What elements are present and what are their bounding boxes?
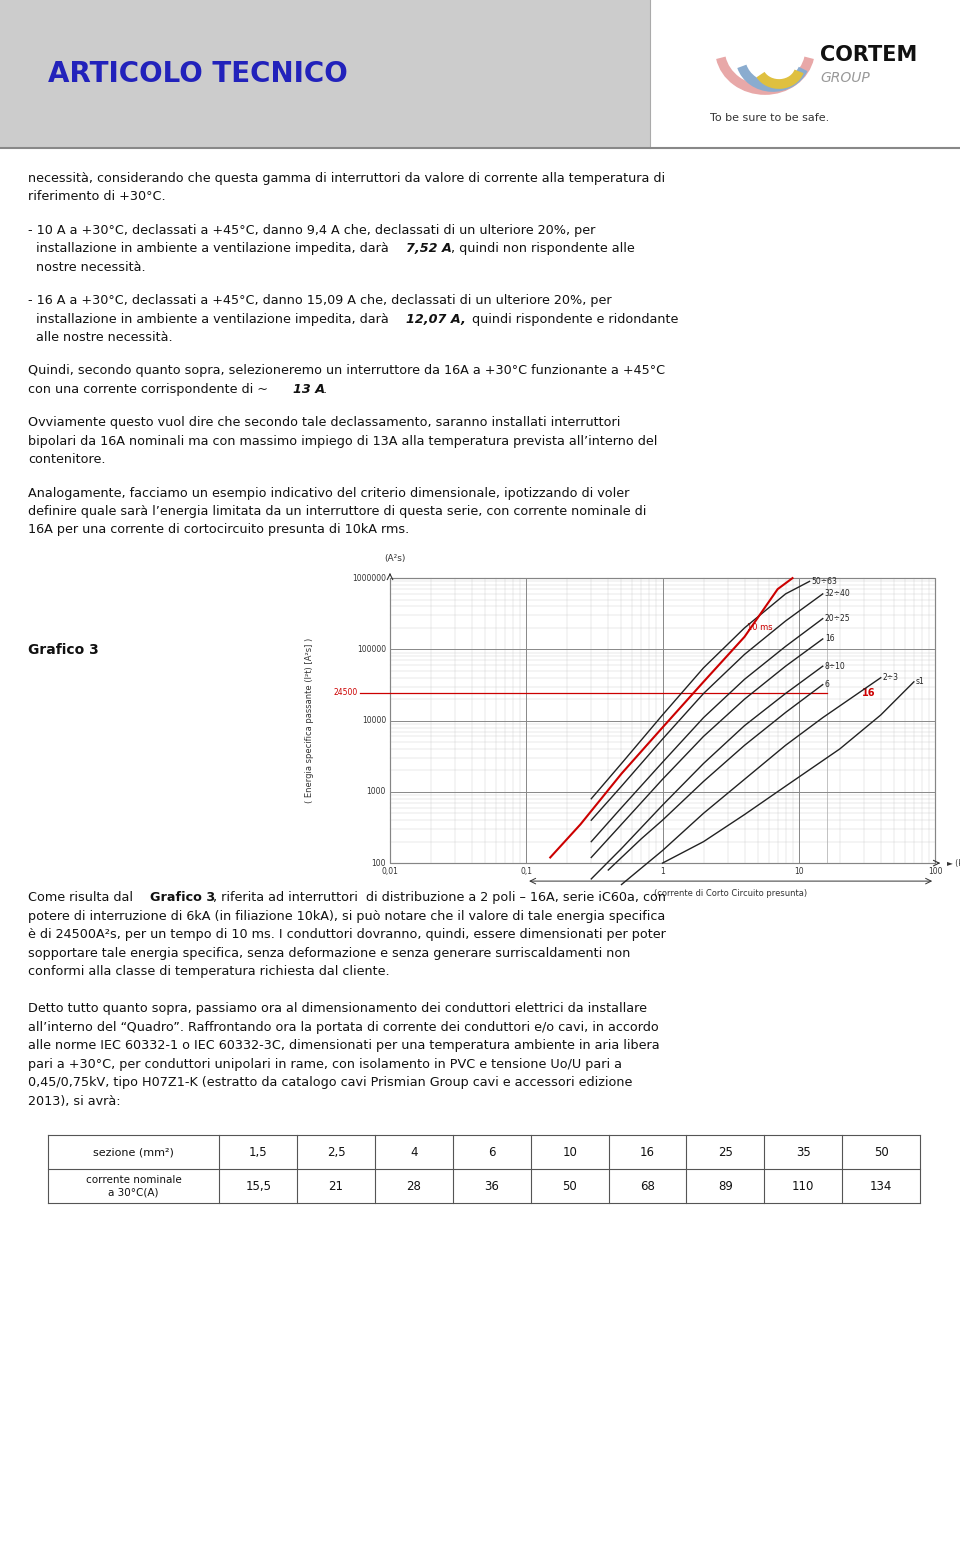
Text: 32÷40: 32÷40 [825,589,851,599]
Text: (corrente di Corto Circuito presunta): (corrente di Corto Circuito presunta) [654,889,807,898]
Text: 25: 25 [718,1146,732,1159]
Text: , riferita ad interruttori  di distribuzione a 2 poli – 16A, serie iC60a, con: , riferita ad interruttori di distribuzi… [213,892,666,904]
Text: alle nostre necessità.: alle nostre necessità. [28,332,173,344]
Text: 2,5: 2,5 [326,1146,346,1159]
Text: sopportare tale energia specifica, senza deformazione e senza generare surriscal: sopportare tale energia specifica, senza… [28,946,631,960]
Text: Grafico 3: Grafico 3 [28,643,99,657]
Text: bipolari da 16A nominali ma con massimo impiego di 13A alla temperatura prevista: bipolari da 16A nominali ma con massimo … [28,435,658,447]
Text: 2013), si avrà:: 2013), si avrà: [28,1094,121,1108]
Text: 24500: 24500 [334,688,358,697]
Text: , quindi non rispondente alle: , quindi non rispondente alle [451,242,635,255]
Text: corrente nominale
a 30°C(A): corrente nominale a 30°C(A) [85,1174,181,1197]
Text: 6: 6 [825,680,829,690]
Text: - 16 A a +30°C, declassati a +45°C, danno 15,09 A che, declassati di un ulterior: - 16 A a +30°C, declassati a +45°C, dann… [28,295,612,307]
Text: Ovviamente questo vuol dire che secondo tale declassamento, saranno installati i: Ovviamente questo vuol dire che secondo … [28,417,620,429]
Text: ( Energia specifica passante (I²t) [A²s] ): ( Energia specifica passante (I²t) [A²s]… [305,637,315,804]
Text: 100000: 100000 [357,645,386,654]
Text: installazione in ambiente a ventilazione impedita, darà: installazione in ambiente a ventilazione… [28,242,393,255]
Text: (A²s): (A²s) [384,554,406,563]
Text: Analogamente, facciamo un esempio indicativo del criterio dimensionale, ipotizza: Analogamente, facciamo un esempio indica… [28,486,630,500]
Text: 1000000: 1000000 [352,574,386,583]
Text: 110: 110 [792,1180,814,1193]
Text: 68: 68 [640,1180,655,1193]
Text: 16: 16 [861,688,876,697]
Text: 10: 10 [563,1146,577,1159]
Text: 4: 4 [410,1146,418,1159]
Text: Grafico 3: Grafico 3 [150,892,215,904]
Text: 134: 134 [870,1180,892,1193]
Text: alle norme IEC 60332-1 o IEC 60332-3C, dimensionati per una temperatura ambiente: alle norme IEC 60332-1 o IEC 60332-3C, d… [28,1038,660,1052]
Text: 0,1: 0,1 [520,867,532,876]
Text: 16: 16 [825,634,834,643]
Text: 1,5: 1,5 [249,1146,268,1159]
Text: 10000: 10000 [362,716,386,725]
Text: sezione (mm²): sezione (mm²) [93,1148,174,1157]
Text: 36: 36 [485,1180,499,1193]
Text: 50: 50 [874,1146,888,1159]
Text: 15,5: 15,5 [245,1180,272,1193]
Text: GROUP: GROUP [820,71,870,85]
Text: 100: 100 [372,858,386,867]
Text: 28: 28 [406,1180,421,1193]
Text: 6: 6 [488,1146,495,1159]
Text: ► (kA rms): ► (kA rms) [947,858,960,867]
Text: 1000: 1000 [367,787,386,796]
Text: Detto tutto quanto sopra, passiamo ora al dimensionamento dei conduttori elettri: Detto tutto quanto sopra, passiamo ora a… [28,1001,647,1015]
Text: 10: 10 [794,867,804,876]
Text: 50÷63: 50÷63 [811,577,837,586]
Text: To be sure to be safe.: To be sure to be safe. [710,113,829,123]
Text: con una corrente corrispondente di ~: con una corrente corrispondente di ~ [28,383,272,397]
Text: 0,45/0,75kV, tipo H07Z1-K (estratto da catalogo cavi Prismian Group cavi e acces: 0,45/0,75kV, tipo H07Z1-K (estratto da c… [28,1075,633,1089]
Text: necessità, considerando che questa gamma di interruttori da valore di corrente a: necessità, considerando che questa gamma… [28,171,665,185]
Text: 7,52 A: 7,52 A [406,242,452,255]
Text: ARTICOLO TECNICO: ARTICOLO TECNICO [48,60,348,88]
Text: .: . [323,383,327,397]
Text: 8÷10: 8÷10 [825,662,846,671]
FancyBboxPatch shape [390,579,935,863]
Text: pari a +30°C, per conduttori unipolari in rame, con isolamento in PVC e tensione: pari a +30°C, per conduttori unipolari i… [28,1057,622,1071]
Text: 16: 16 [640,1146,655,1159]
Text: 35: 35 [796,1146,810,1159]
Text: 21: 21 [328,1180,344,1193]
Text: 1: 1 [660,867,665,876]
Text: contenitore.: contenitore. [28,454,106,466]
Text: installazione in ambiente a ventilazione impedita, darà: installazione in ambiente a ventilazione… [28,313,393,326]
Text: Come risulta dal: Come risulta dal [28,892,137,904]
Text: 2÷3: 2÷3 [883,673,899,682]
Text: 0,01: 0,01 [381,867,398,876]
Text: è di 24500A²s, per un tempo di 10 ms. I conduttori dovranno, quindi, essere dime: è di 24500A²s, per un tempo di 10 ms. I … [28,927,666,941]
Text: quindi rispondente e ridondante: quindi rispondente e ridondante [468,313,679,326]
FancyBboxPatch shape [650,0,960,148]
Text: 16A per una corrente di cortocircuito presunta di 10kA rms.: 16A per una corrente di cortocircuito pr… [28,523,409,537]
Text: nostre necessità.: nostre necessità. [28,261,146,273]
Text: s1: s1 [916,677,924,687]
Text: 100: 100 [927,867,943,876]
Text: - 10 A a +30°C, declassati a +45°C, danno 9,4 A che, declassati di un ulteriore : - 10 A a +30°C, declassati a +45°C, dann… [28,224,595,236]
Text: 12,07 A,: 12,07 A, [406,313,466,326]
FancyBboxPatch shape [0,0,650,148]
Text: Quindi, secondo quanto sopra, selezioneremo un interruttore da 16A a +30°C funzi: Quindi, secondo quanto sopra, selezioner… [28,364,665,378]
FancyBboxPatch shape [48,1136,920,1204]
Text: definire quale sarà l’energia limitata da un interruttore di questa serie, con c: definire quale sarà l’energia limitata d… [28,505,646,518]
Text: 50: 50 [563,1180,577,1193]
Text: conformi alla classe di temperatura richiesta dal cliente.: conformi alla classe di temperatura rich… [28,964,390,978]
Text: CORTEM: CORTEM [820,45,917,65]
Text: 89: 89 [718,1180,732,1193]
Text: potere di interruzione di 6kA (in filiazione 10kA), si può notare che il valore : potere di interruzione di 6kA (in filiaz… [28,910,665,923]
Text: 10 ms: 10 ms [747,623,772,631]
Text: 20÷25: 20÷25 [825,614,851,623]
Text: 13 A: 13 A [293,383,325,397]
Text: riferimento di +30°C.: riferimento di +30°C. [28,190,166,204]
Text: all’interno del “Quadro”. Raffrontando ora la portata di corrente dei conduttori: all’interno del “Quadro”. Raffrontando o… [28,1020,659,1034]
